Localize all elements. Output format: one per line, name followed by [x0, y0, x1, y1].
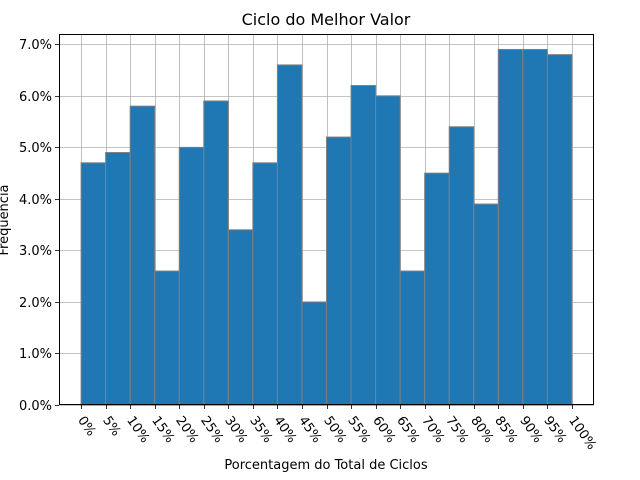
y-tick-label: 6.0% [19, 90, 52, 105]
histogram-bar [129, 105, 156, 406]
y-tick-label: 0.0% [19, 399, 52, 414]
y-tick-label: 1.0% [19, 347, 52, 362]
y-tick-label: 3.0% [19, 244, 52, 259]
x-axis-title: Porcentagem do Total de Ciclos [224, 458, 427, 473]
histogram-bar [203, 100, 229, 406]
bars [80, 48, 573, 406]
plot-frame [59, 34, 594, 405]
histogram-bar [399, 270, 426, 406]
histogram-bar [375, 95, 401, 406]
y-tick-label: 7.0% [19, 38, 52, 53]
histogram-bar [473, 203, 499, 406]
histogram-bar [326, 136, 352, 406]
histogram-bar [276, 64, 303, 406]
histogram-bar [350, 85, 377, 406]
histogram-bar [546, 54, 573, 406]
histogram-bar [424, 172, 450, 406]
histogram-bar [301, 301, 327, 406]
histogram-bar [497, 48, 524, 406]
y-tick-label: 2.0% [19, 296, 52, 311]
histogram-bar [448, 126, 475, 406]
histogram-bar [252, 162, 278, 406]
histogram-bar [227, 229, 254, 406]
histogram-bar [154, 270, 180, 406]
histogram-bar [105, 152, 131, 406]
histogram-bar [178, 146, 205, 406]
histogram-bar [522, 48, 548, 406]
histogram-bar [80, 162, 107, 406]
chart-title: Ciclo do Melhor Valor [242, 10, 411, 29]
y-tick-label: 4.0% [19, 193, 52, 208]
y-axis-title: Frequência [0, 184, 12, 255]
y-tick-label: 5.0% [19, 141, 52, 156]
